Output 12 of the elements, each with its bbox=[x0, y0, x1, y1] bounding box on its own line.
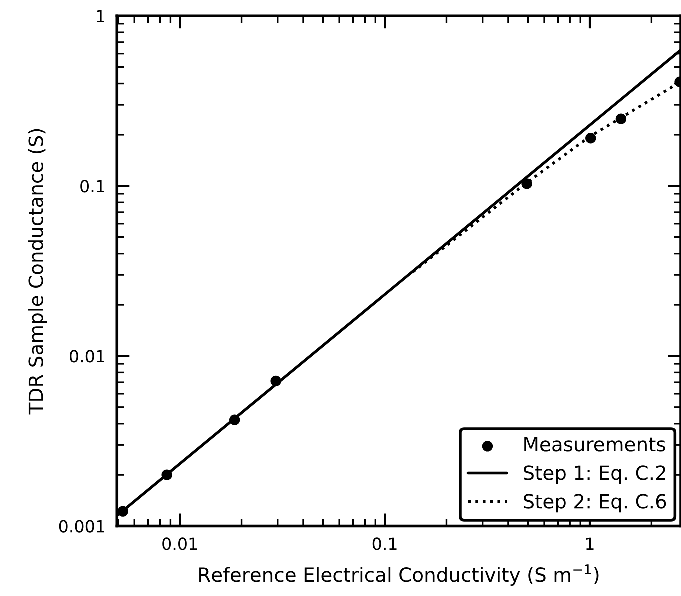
x-tick-label: 0.1 bbox=[372, 538, 397, 550]
y-tick-label: 0.01 bbox=[70, 350, 104, 363]
y-axis-title: TDR Sample Conductance (S) bbox=[28, 129, 48, 415]
x-axis-title: Reference Electrical Conductivity (S m$^{−1}$) bbox=[200, 564, 599, 586]
y-tick-label: 0.1 bbox=[80, 180, 104, 193]
legend-label: Step 1: Eq. C.2 bbox=[524, 466, 666, 484]
y-tick-label: 1 bbox=[97, 10, 104, 22]
x-tick-label: 1 bbox=[586, 538, 594, 550]
x-tick-label: 0.01 bbox=[162, 538, 198, 550]
y-tick-label: 0.001 bbox=[59, 520, 104, 533]
legend-label: Step 2: Eq. C.6 bbox=[524, 494, 666, 513]
legend-label: Measurements bbox=[524, 437, 666, 452]
